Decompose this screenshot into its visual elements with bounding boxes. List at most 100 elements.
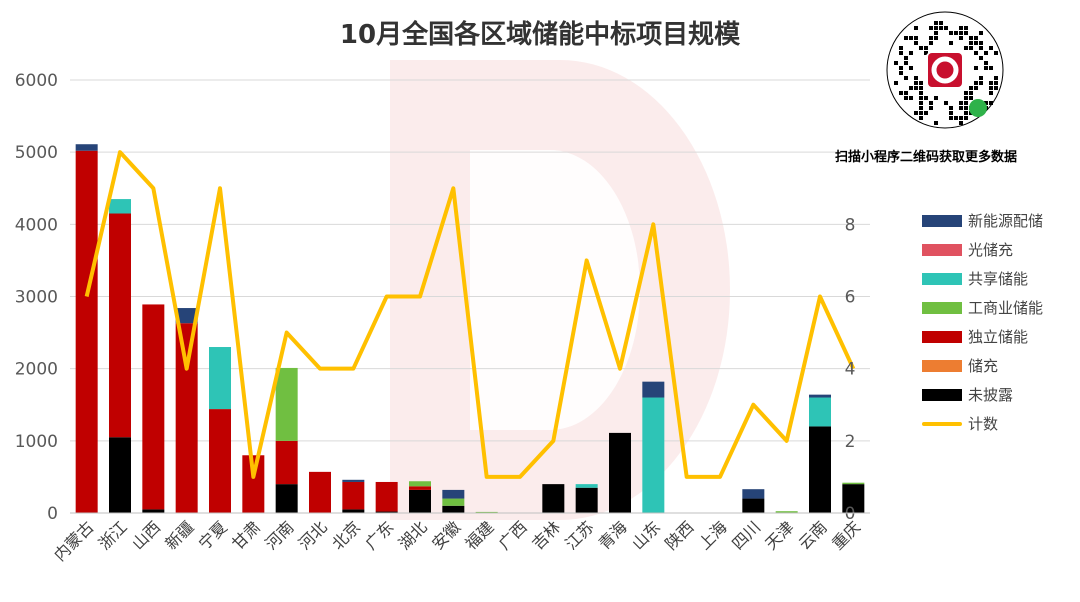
legend-swatch — [922, 301, 962, 314]
bar-segment — [375, 511, 398, 513]
x-tick-label: 宁夏 — [195, 517, 231, 553]
bar-segment — [742, 489, 765, 499]
y-tick-label: 5000 — [15, 143, 58, 163]
bar-segment — [275, 440, 298, 485]
x-tick-label: 陕西 — [661, 517, 697, 553]
x-tick-label: 福建 — [461, 517, 497, 553]
bar-segment — [342, 481, 365, 510]
x-tick-label: 江苏 — [561, 517, 597, 553]
x-tick-label: 上海 — [695, 517, 731, 553]
bar-segment — [809, 394, 831, 398]
x-tick-label: 浙江 — [95, 517, 131, 553]
legend-label: 工商业储能 — [968, 299, 1044, 317]
x-tick-label: 甘肃 — [228, 517, 264, 553]
bar-segment — [575, 487, 598, 513]
legend-item: 未披露 — [922, 380, 1043, 409]
legend-item: 共享储能 — [922, 264, 1043, 293]
y2-tick-label: 0 — [845, 504, 856, 524]
bar-segment — [142, 304, 165, 510]
x-tick-label: 新疆 — [161, 517, 197, 553]
y2-tick-label: 8 — [845, 215, 856, 235]
y-tick-label: 4000 — [15, 215, 58, 235]
x-tick-label: 安徽 — [428, 517, 464, 553]
bar-segment — [442, 489, 465, 499]
x-tick-label: 湖北 — [395, 517, 431, 553]
qr-code-icon[interactable] — [880, 10, 1010, 130]
legend-label: 未披露 — [968, 386, 1014, 404]
bar-segment — [775, 511, 798, 513]
bar-segment — [442, 505, 465, 513]
watermark-logo — [390, 60, 730, 520]
legend-item: 计数 — [922, 409, 1043, 438]
bar-segment — [542, 484, 565, 513]
legend-item: 新能源配储 — [922, 206, 1043, 235]
x-tick-label: 天津 — [761, 517, 797, 553]
x-tick-label: 河南 — [261, 517, 297, 553]
bar-segment — [309, 471, 331, 513]
bar-segment — [842, 484, 865, 513]
x-tick-label: 内蒙古 — [50, 517, 97, 564]
bar-segment — [275, 367, 298, 441]
bar-segment — [642, 397, 665, 513]
legend-label: 共享储能 — [968, 270, 1029, 288]
bar-segment — [209, 347, 231, 410]
y-tick-label: 1000 — [15, 432, 58, 452]
bar-segment — [375, 481, 398, 512]
bar-segment — [609, 432, 631, 513]
x-tick-label: 河北 — [295, 517, 331, 553]
legend-item: 工商业储能 — [922, 293, 1043, 322]
y-tick-label: 2000 — [15, 360, 58, 380]
bar-segment — [442, 498, 465, 506]
y2-tick-label: 2 — [845, 432, 856, 452]
bar-segment — [75, 144, 98, 151]
legend-swatch — [922, 243, 962, 256]
bar-segment — [109, 213, 131, 438]
y-tick-label: 6000 — [15, 71, 58, 91]
x-tick-label: 广西 — [495, 517, 531, 553]
bar-segment — [342, 509, 365, 513]
x-axis: 内蒙古浙江山西新疆宁夏甘肃河南河北北京广东湖北安徽福建广西吉林江苏青海山东陕西上… — [50, 512, 870, 565]
legend-item: 光储充 — [922, 235, 1043, 264]
x-tick-label: 吉林 — [528, 517, 564, 553]
legend-swatch — [922, 359, 962, 372]
chart-title: 10月全国各区域储能中标项目规模 — [339, 20, 741, 50]
y-axis-left: 0 1000 2000 3000 4000 5000 6000 — [15, 71, 58, 524]
bar-segment — [109, 437, 131, 513]
count-line — [84, 150, 856, 479]
x-tick-label: 广东 — [361, 517, 397, 553]
bar-segment — [475, 511, 498, 513]
legend-swatch — [922, 272, 962, 285]
legend-label: 新能源配储 — [968, 212, 1044, 230]
x-tick-label: 重庆 — [828, 517, 864, 553]
legend-swatch — [922, 214, 962, 227]
bar-segment — [342, 479, 365, 482]
legend-swatch — [922, 421, 962, 426]
bar-segment — [209, 409, 231, 513]
bar-segment — [409, 486, 431, 490]
bar-segment — [642, 381, 665, 398]
bar-segment — [75, 150, 98, 513]
bar-segment — [142, 509, 165, 513]
qr-caption: 扫描小程序二维码获取更多数据 — [835, 150, 1018, 165]
legend-swatch — [922, 388, 962, 401]
count-line-path — [84, 150, 856, 479]
bar-segment — [409, 489, 431, 513]
bar-segment — [409, 481, 431, 487]
bars — [75, 144, 865, 513]
x-tick-label: 山东 — [628, 517, 664, 553]
bar-segment — [275, 484, 298, 513]
bar-segment — [575, 484, 598, 488]
bar-segment — [109, 199, 131, 214]
legend-label: 光储充 — [968, 241, 1014, 259]
legend-item: 储充 — [922, 351, 1043, 380]
legend-swatch — [922, 330, 962, 343]
bar-segment — [809, 426, 831, 513]
y-axis-right: 0 2 4 6 8 — [845, 215, 856, 524]
y2-tick-label: 6 — [845, 288, 856, 308]
x-tick-label: 青海 — [595, 517, 631, 553]
bar-segment — [742, 498, 765, 513]
x-tick-label: 云南 — [795, 517, 831, 553]
y-tick-label: 3000 — [15, 288, 58, 308]
